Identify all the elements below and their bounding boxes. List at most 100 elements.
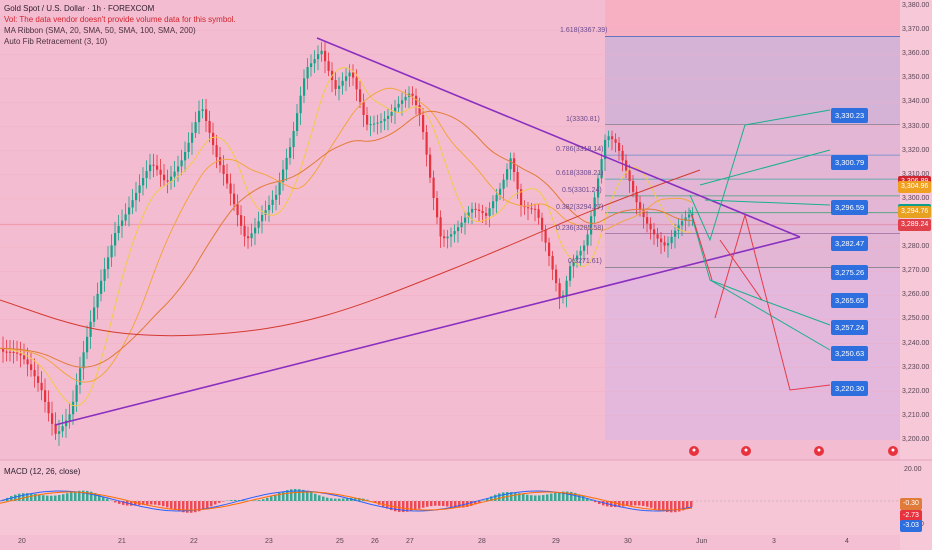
- candle-body: [551, 256, 554, 270]
- macd-bar: [118, 501, 121, 504]
- bearish-red-path: [744, 214, 831, 391]
- upper-trendline: [316, 37, 801, 238]
- macd-bar: [550, 493, 553, 501]
- macd-bar: [66, 493, 69, 501]
- target-label[interactable]: 3,300.79: [831, 155, 869, 170]
- target-label[interactable]: 3,265.65: [831, 293, 869, 308]
- candle-body: [366, 115, 369, 125]
- price-tag: 3,294.76: [898, 205, 932, 218]
- macd-bar: [566, 491, 569, 501]
- candle-body: [380, 121, 383, 123]
- candle-body: [429, 154, 432, 178]
- time-axis-label: Jun: [696, 538, 708, 545]
- macd-bar: [202, 501, 205, 510]
- candle-body: [37, 376, 40, 383]
- ma-ribbon-label[interactable]: MA Ribbon (SMA, 20, SMA, 50, SMA, 100, S…: [4, 26, 196, 35]
- macd-bar: [614, 501, 617, 508]
- macd-bar: [378, 501, 381, 505]
- candle-body: [250, 233, 253, 239]
- candle-body: [121, 220, 124, 226]
- candle-body: [583, 245, 586, 251]
- candle-body: [334, 80, 337, 89]
- macd-label[interactable]: MACD (12, 26, close): [4, 467, 81, 476]
- target-label[interactable]: 3,282.47: [831, 236, 869, 251]
- macd-bar: [302, 489, 305, 501]
- macd-bar: [666, 501, 669, 513]
- candle-body: [184, 151, 187, 161]
- candle-body: [411, 93, 414, 96]
- ma100-line: [0, 110, 693, 368]
- macd-bar: [574, 492, 577, 501]
- price-axis-label: 3,270.00: [902, 267, 930, 275]
- target-label[interactable]: 3,220.30: [831, 381, 869, 396]
- candle-body: [660, 238, 663, 243]
- macd-bar: [178, 501, 181, 512]
- candle-body: [667, 243, 670, 246]
- candle-body: [96, 293, 99, 308]
- macd-bar: [42, 495, 45, 501]
- candle-body: [569, 266, 572, 281]
- candle-body: [579, 250, 582, 256]
- candle-body: [632, 181, 635, 192]
- bearish-path-b: [709, 279, 831, 351]
- candle-body: [394, 107, 397, 113]
- candles: [2, 42, 694, 446]
- macd-line: [0, 490, 693, 512]
- macd-bar: [598, 501, 601, 504]
- candle-body: [177, 166, 180, 172]
- macd-bar: [514, 492, 517, 501]
- candle-body: [187, 142, 190, 152]
- fib-label[interactable]: Auto Fib Retracement (3, 10): [4, 37, 108, 46]
- candle-body: [474, 208, 477, 210]
- candle-body: [446, 236, 449, 239]
- candle-body: [159, 169, 162, 175]
- target-label[interactable]: 3,330.23: [831, 108, 869, 123]
- bullish-path-2: [699, 149, 831, 186]
- candle-body: [663, 242, 666, 246]
- macd-bar: [426, 501, 429, 507]
- target-label[interactable]: 3,296.59: [831, 200, 869, 215]
- candle-body: [233, 193, 236, 205]
- bearish-path-a: [689, 209, 831, 326]
- bearish-red-3: [719, 239, 763, 301]
- macd-bar: [582, 496, 585, 501]
- candle-body: [656, 234, 659, 239]
- bullish-path: [689, 109, 831, 242]
- symbol-title[interactable]: Gold Spot / U.S. Dollar · 1h · FOREXCOM: [4, 4, 155, 13]
- candle-body: [369, 124, 372, 126]
- price-axis-label: 3,350.00: [902, 74, 930, 82]
- candle-body: [222, 165, 225, 174]
- candle-body: [516, 172, 519, 190]
- candle-body: [383, 118, 386, 122]
- economic-event-icon[interactable]: ●: [814, 446, 824, 456]
- candle-body: [268, 205, 271, 211]
- macd-bar: [198, 501, 201, 512]
- macd-bar: [70, 492, 73, 501]
- macd-bar: [306, 490, 309, 501]
- candle-body: [142, 178, 145, 186]
- candle-body: [89, 321, 92, 337]
- bearish-red-1: [691, 214, 713, 281]
- candle-body: [275, 194, 278, 200]
- macd-bar: [538, 495, 541, 501]
- candle-body: [33, 370, 36, 377]
- macd-bar: [458, 501, 461, 508]
- macd-bar: [14, 494, 17, 501]
- macd-bar: [34, 493, 37, 501]
- candle-body: [520, 189, 523, 206]
- target-label[interactable]: 3,250.63: [831, 346, 869, 361]
- macd-bar: [342, 498, 345, 501]
- target-label[interactable]: 3,257.24: [831, 320, 869, 335]
- target-label[interactable]: 3,275.26: [831, 265, 869, 280]
- candle-body: [492, 201, 495, 209]
- economic-event-icon[interactable]: ●: [741, 446, 751, 456]
- economic-event-icon[interactable]: ●: [689, 446, 699, 456]
- macd-bar: [30, 493, 33, 501]
- economic-event-icon[interactable]: ●: [888, 446, 898, 456]
- candle-body: [310, 63, 313, 68]
- time-axis-label: 20: [18, 538, 26, 545]
- candle-body: [198, 110, 201, 123]
- candle-body: [240, 215, 243, 226]
- candle-body: [544, 229, 547, 243]
